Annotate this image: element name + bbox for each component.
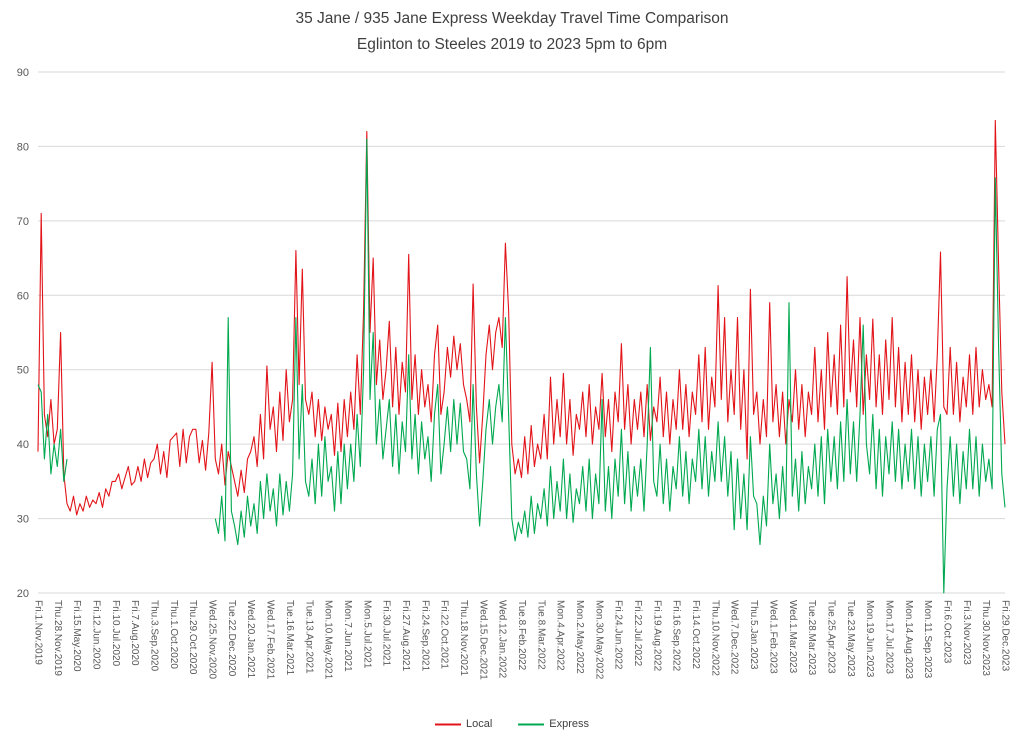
x-axis-tick-label: Wed.15.Dec.2021 xyxy=(477,600,488,680)
x-axis-tick-label: Thu.30.Nov.2023 xyxy=(980,600,991,676)
y-axis-tick-label: 40 xyxy=(17,439,29,451)
y-axis-tick-label: 80 xyxy=(17,141,29,153)
x-axis-tick-label: Wed.12.Jan.2022 xyxy=(497,600,508,679)
x-axis-tick-label: Tue.25.Apr.2023 xyxy=(825,600,836,674)
x-axis-tick-label: Thu.5.Jan.2023 xyxy=(748,600,759,670)
legend-label-express: Express xyxy=(549,718,590,730)
x-axis-tick-label: Mon.10.May.2021 xyxy=(323,600,334,680)
x-axis-tick-label: Tue.23.May.2023 xyxy=(845,600,856,677)
x-axis-tick-label: Thu.29.Oct.2020 xyxy=(187,600,198,675)
x-axis-tick-label: Fri.24.Jun.2022 xyxy=(613,600,624,670)
y-axis-tick-label: 30 xyxy=(17,514,29,526)
x-axis-tick-label: Tue.13.Apr.2021 xyxy=(303,600,314,674)
x-axis-tick-label: Fri.14.Oct.2022 xyxy=(690,600,701,669)
chart-legend: Local Express xyxy=(0,718,1024,730)
x-axis-tick-label: Thu.3.Sep.2020 xyxy=(149,600,160,672)
x-axis-tick-label: Tue.22.Dec.2020 xyxy=(226,600,237,677)
x-axis-tick-label: Fri.30.Jul.2021 xyxy=(381,600,392,667)
x-axis-tick-label: Fri.15.May.2020 xyxy=(71,600,82,672)
y-axis-tick-label: 60 xyxy=(17,290,29,302)
x-axis-tick-label: Thu.10.Nov.2022 xyxy=(709,600,720,676)
legend-label-local: Local xyxy=(465,718,493,730)
x-axis-tick-label: Fri.22.Jul.2022 xyxy=(632,600,643,667)
x-axis-tick-label: Fri.19.Aug.2022 xyxy=(651,600,662,672)
legend-line-local-icon xyxy=(434,723,461,725)
x-axis-tick-label: Mon.17.Jul.2023 xyxy=(884,600,895,674)
x-axis-tick-label: Wed.7.Dec.2022 xyxy=(729,600,740,675)
x-axis-tick-label: Fri.24.Sep.2021 xyxy=(419,600,430,672)
x-axis-tick-label: Wed.17.Feb.2021 xyxy=(265,600,276,680)
x-axis-tick-label: Fri.1.Nov.2019 xyxy=(33,600,44,665)
x-axis-tick-label: Wed.20.Jan.2021 xyxy=(245,600,256,679)
x-axis-tick-label: Thu.18.Nov.2021 xyxy=(458,600,469,676)
x-axis-tick-label: Fri.27.Aug.2021 xyxy=(400,600,411,672)
x-axis-tick-label: Fri.10.Jul.2020 xyxy=(110,600,121,667)
x-axis-tick-label: Mon.7.Jun.2021 xyxy=(342,600,353,672)
chart-title-line1: 35 Jane / 935 Jane Express Weekday Trave… xyxy=(295,10,729,27)
series-line-express xyxy=(37,138,1006,594)
x-axis-tick-label: Tue.8.Feb.2022 xyxy=(516,600,527,671)
y-axis-tick-label: 90 xyxy=(17,67,29,79)
series-line-local xyxy=(37,119,1006,516)
chart-title-line2: Eglinton to Steeles 2019 to 2023 5pm to … xyxy=(356,36,668,53)
x-axis-tick-label: Fri.29.Dec.2023 xyxy=(1000,600,1011,672)
x-axis-tick-label: Mon.5.Jul.2021 xyxy=(361,600,372,669)
x-axis-tick-label: Fri.7.Aug.2020 xyxy=(129,600,140,666)
legend-item-express: Express xyxy=(518,718,589,730)
x-axis-tick-label: Mon.2.May.2022 xyxy=(574,600,585,674)
x-axis-tick-label: Mon.14.Aug.2023 xyxy=(903,600,914,679)
legend-item-local: Local xyxy=(434,718,493,730)
x-axis-tick-label: Fri.12.Jun.2020 xyxy=(91,600,102,670)
x-axis-tick-label: Tue.8.Mar.2022 xyxy=(535,600,546,670)
y-axis-tick-label: 70 xyxy=(17,216,29,228)
x-axis-tick-label: Thu.28.Nov.2019 xyxy=(52,600,63,676)
x-axis-tick-label: Fri.16.Sep.2022 xyxy=(671,600,682,672)
x-axis-tick-label: Mon.4.Apr.2022 xyxy=(555,600,566,671)
legend-line-express-icon xyxy=(518,723,545,725)
y-axis-tick-label: 20 xyxy=(17,588,29,600)
x-axis-tick-label: Mon.19.Jun.2023 xyxy=(864,600,875,678)
x-axis-tick-label: Tue.28.Mar.2023 xyxy=(806,600,817,676)
x-axis-tick-label: Wed.25.Nov.2020 xyxy=(207,600,218,680)
x-axis-tick-label: Wed.1.Feb.2023 xyxy=(767,600,778,674)
x-axis-tick-label: Fri.22.Oct.2021 xyxy=(439,600,450,669)
y-axis-tick-label: 50 xyxy=(17,365,29,377)
x-axis-tick-label: Wed.1.Mar.2023 xyxy=(787,600,798,674)
x-axis-tick-label: Fri.3.Nov.2023 xyxy=(961,600,972,665)
x-axis-tick-label: Mon.30.May.2022 xyxy=(593,600,604,680)
x-axis-tick-label: Fri.6.Oct.2023 xyxy=(942,600,953,664)
x-axis-tick-label: Mon.11.Sep.2023 xyxy=(922,600,933,679)
x-axis-tick-label: Tue.16.Mar.2021 xyxy=(284,600,295,676)
chart-title: 35 Jane / 935 Jane Express Weekday Trave… xyxy=(0,6,1024,58)
x-axis-tick-label: Thu.1.Oct.2020 xyxy=(168,600,179,669)
